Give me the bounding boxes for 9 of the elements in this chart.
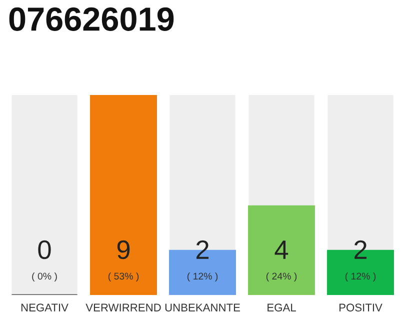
x-tick-label: NEGATIV <box>21 304 68 312</box>
data-label: 0 ( 0% ) <box>32 240 57 282</box>
x-tick-label: EGAL <box>268 304 296 312</box>
x-tick-label: POSITIV <box>339 304 382 312</box>
data-label: 4 ( 24% ) <box>266 240 297 282</box>
x-tick-label: UNBEKANNTE <box>165 304 240 312</box>
chart-title: 076626019 <box>9 7 174 31</box>
x-tick-label: VERWIRREND <box>86 304 161 312</box>
data-label: 9 ( 53% ) <box>108 240 139 282</box>
